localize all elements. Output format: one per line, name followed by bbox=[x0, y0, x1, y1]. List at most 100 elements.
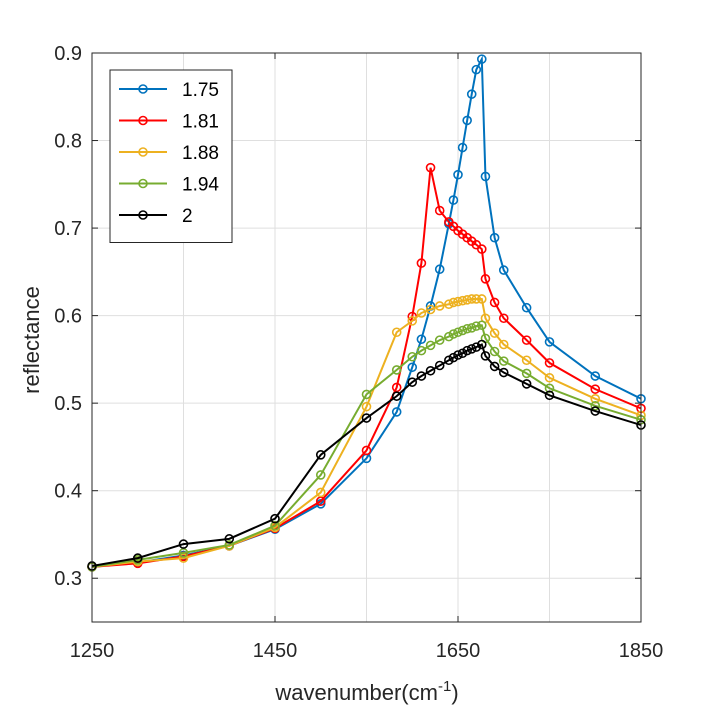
data-point bbox=[476, 54, 487, 64]
legend-label: 1.75 bbox=[182, 80, 219, 101]
y-tick-label: 0.7 bbox=[54, 218, 82, 240]
legend-label: 1.88 bbox=[182, 143, 219, 164]
data-point bbox=[178, 553, 189, 563]
data-point bbox=[416, 334, 427, 345]
x-tick-label: 1450 bbox=[253, 640, 298, 662]
data-point bbox=[457, 142, 468, 153]
series-1.88 bbox=[87, 294, 646, 572]
x-tick-label: 1650 bbox=[436, 640, 481, 662]
series-line bbox=[91, 167, 642, 568]
data-point bbox=[361, 445, 372, 456]
data-point bbox=[407, 377, 418, 387]
data-point bbox=[448, 195, 459, 205]
data-point bbox=[544, 390, 555, 401]
data-point bbox=[448, 297, 459, 308]
data-point bbox=[391, 391, 402, 401]
data-point bbox=[498, 367, 509, 378]
y-axis-label: reflectance bbox=[19, 286, 44, 394]
legend-box bbox=[109, 69, 233, 243]
data-point bbox=[521, 302, 532, 313]
data-point bbox=[480, 274, 491, 284]
data-point bbox=[498, 313, 509, 324]
data-point bbox=[521, 379, 532, 389]
data-point bbox=[489, 328, 500, 338]
x-axis-label-close: ) bbox=[451, 680, 458, 705]
data-point bbox=[315, 487, 326, 498]
data-point bbox=[453, 350, 463, 360]
data-point bbox=[521, 368, 532, 379]
data-point bbox=[425, 365, 436, 376]
data-point bbox=[434, 335, 445, 345]
data-point bbox=[544, 372, 555, 383]
data-point bbox=[590, 384, 601, 394]
legend-item: 1.81 bbox=[119, 112, 219, 133]
data-point bbox=[498, 356, 509, 366]
data-point bbox=[444, 299, 454, 310]
data-point bbox=[457, 325, 468, 336]
data-point bbox=[590, 371, 601, 381]
data-point bbox=[434, 205, 445, 216]
data-point bbox=[590, 393, 601, 404]
data-point bbox=[416, 258, 427, 268]
data-point bbox=[476, 339, 487, 350]
data-point bbox=[391, 365, 402, 375]
data-point bbox=[590, 400, 601, 411]
legend-item: 2 bbox=[119, 206, 193, 227]
data-point bbox=[453, 327, 463, 338]
data-point bbox=[425, 304, 436, 315]
data-point bbox=[453, 169, 463, 180]
y-tick-label: 0.8 bbox=[54, 131, 82, 153]
data-point bbox=[471, 321, 482, 331]
axes-frame bbox=[91, 52, 642, 623]
legend-marker bbox=[138, 115, 148, 126]
data-point bbox=[361, 389, 372, 400]
data-point bbox=[489, 361, 500, 372]
data-point bbox=[407, 362, 418, 373]
series-lines bbox=[87, 54, 646, 572]
data-point bbox=[407, 316, 418, 326]
y-tick-label: 0.5 bbox=[54, 393, 82, 415]
data-point bbox=[224, 540, 235, 550]
data-point bbox=[462, 323, 472, 334]
data-point bbox=[416, 371, 427, 381]
data-point bbox=[361, 401, 372, 412]
data-point bbox=[361, 413, 372, 423]
tick-labels: 1250 1450 1650 1850 0.3 0.4 0.5 0.6 0.7 0.8 0.9 bbox=[54, 43, 663, 662]
data-point bbox=[270, 520, 280, 531]
legend-item: 1.75 bbox=[119, 80, 219, 101]
data-point bbox=[476, 320, 487, 331]
data-point bbox=[466, 344, 477, 354]
data-point bbox=[270, 513, 280, 524]
data-point bbox=[425, 162, 436, 173]
data-point bbox=[462, 295, 472, 305]
data-point bbox=[315, 470, 326, 480]
legend-item: 1.88 bbox=[119, 143, 219, 164]
data-point bbox=[489, 297, 500, 308]
data-point bbox=[453, 296, 463, 307]
data-point bbox=[466, 294, 477, 304]
data-point bbox=[178, 539, 189, 549]
y-tick-label: 0.9 bbox=[54, 43, 82, 65]
y-tick-label: 0.3 bbox=[54, 568, 82, 590]
data-point bbox=[489, 232, 500, 243]
data-point bbox=[498, 265, 509, 275]
data-point bbox=[544, 358, 555, 368]
data-point bbox=[471, 294, 482, 304]
x-tick-label: 1250 bbox=[70, 640, 115, 662]
axes-box bbox=[91, 52, 642, 623]
data-point bbox=[434, 301, 445, 311]
data-point bbox=[544, 383, 555, 394]
y-tick-label: 0.4 bbox=[54, 481, 82, 503]
data-point bbox=[471, 64, 482, 75]
data-point bbox=[544, 337, 555, 347]
data-point bbox=[448, 329, 459, 339]
data-point bbox=[457, 295, 468, 306]
legend: 1.75 1.81 1.88 1.94 2 bbox=[109, 69, 233, 243]
x-tick-label: 1850 bbox=[619, 640, 664, 662]
data-point bbox=[498, 339, 509, 350]
data-point bbox=[434, 264, 445, 275]
legend-label: 1.81 bbox=[182, 112, 219, 133]
data-point bbox=[521, 355, 532, 366]
legend-marker bbox=[138, 147, 148, 157]
